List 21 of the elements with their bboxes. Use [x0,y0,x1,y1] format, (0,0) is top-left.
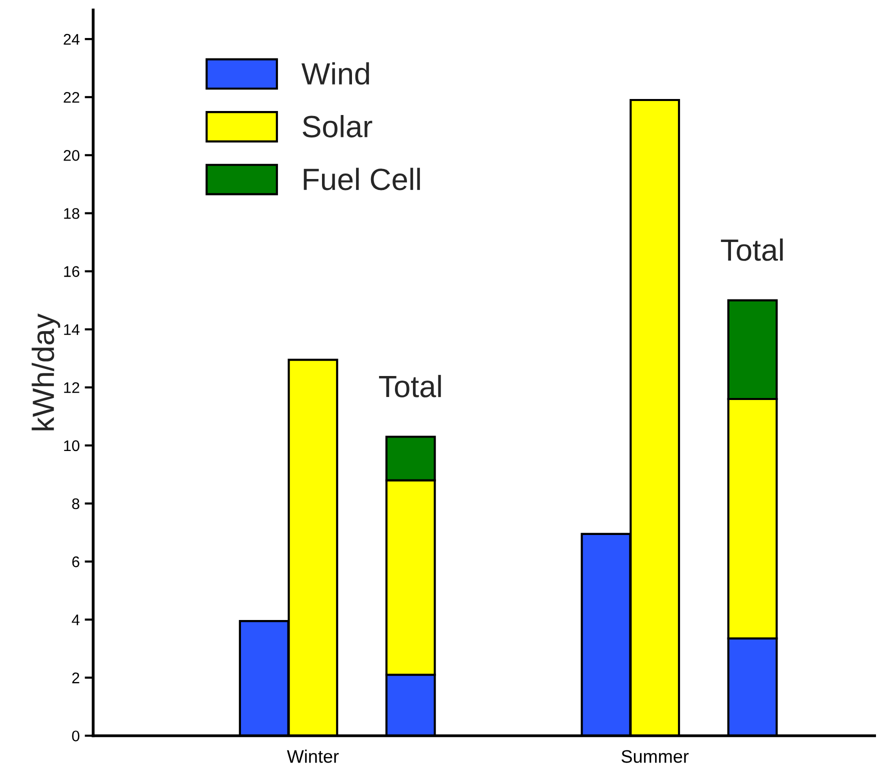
y-tick-label: 18 [64,208,80,219]
x-tick-label: Winter [286,750,339,763]
annotation: Total [379,374,441,398]
legend-label: Fuel Cell [304,168,420,190]
y-tick-label: 8 [72,498,80,510]
x-tick-label: Summer [622,750,689,763]
y-tick-label: 16 [64,266,80,277]
legend-label: Solar [302,115,372,138]
y-tick-label: 0 [72,730,80,742]
y-tick-label: 14 [64,324,80,335]
y-tick-label: 20 [64,150,80,161]
y-tick-label: 4 [72,614,80,626]
y-tick-label: 10 [64,440,80,452]
legend-label: Wind [301,62,369,85]
y-tick-label: 6 [72,556,80,568]
y-tick-label: 2 [72,672,80,684]
y-tick-label: 24 [64,34,80,45]
y-tick-label: 12 [64,382,80,393]
y-tick-label: 22 [64,92,80,103]
y-axis-title: kWh/day [32,314,60,430]
annotation: Total [720,238,783,261]
